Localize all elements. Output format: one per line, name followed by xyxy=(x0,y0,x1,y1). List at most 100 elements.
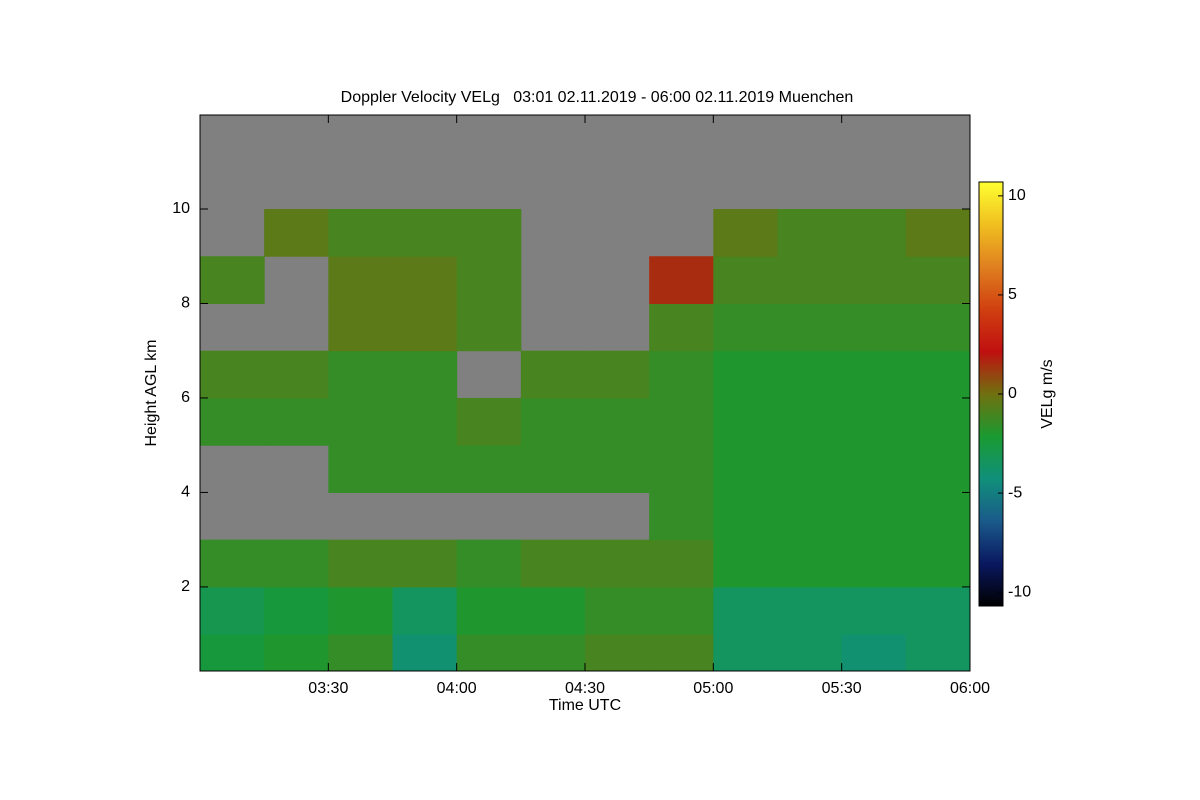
colorbar-tick-label: 10 xyxy=(1008,187,1026,204)
heatmap-cell xyxy=(777,445,843,493)
heatmap-cell xyxy=(456,256,522,304)
x-tick-label: 04:00 xyxy=(437,680,477,697)
heatmap-cell xyxy=(392,350,458,399)
heatmap-cell xyxy=(520,445,586,493)
heatmap-cell xyxy=(328,539,393,588)
y-tick-label: 6 xyxy=(181,389,190,406)
heatmap-cell xyxy=(585,445,650,493)
x-tick-label: 05:00 xyxy=(693,680,733,697)
heatmap-cell xyxy=(777,492,843,541)
heatmap-cell xyxy=(456,586,522,635)
heatmap-cell xyxy=(841,445,907,493)
heatmap-cell xyxy=(777,303,843,352)
heatmap-cell xyxy=(841,303,907,352)
heatmap-cell xyxy=(328,209,393,257)
heatmap-cell xyxy=(649,397,714,446)
x-tick-label: 04:30 xyxy=(565,680,605,697)
heatmap-cell xyxy=(585,634,650,672)
y-tick-label: 2 xyxy=(181,578,190,595)
heatmap-cell xyxy=(649,445,714,493)
colorbar-tick-label: -5 xyxy=(1008,484,1022,501)
heatmap-cell xyxy=(777,539,843,588)
heatmap-cell xyxy=(841,634,907,672)
heatmap-cell xyxy=(905,586,971,635)
heatmap-cell xyxy=(264,539,329,588)
heatmap-cell xyxy=(713,539,778,588)
heatmap-cell xyxy=(777,350,843,399)
heatmap-cell xyxy=(200,586,265,635)
heatmap-cell xyxy=(905,209,971,257)
colorbar-tick-label: -10 xyxy=(1008,583,1031,600)
x-tick-label: 06:00 xyxy=(950,680,990,697)
heatmap-cell xyxy=(520,397,586,446)
x-tick-label: 05:30 xyxy=(822,680,862,697)
heatmap-cell xyxy=(200,539,265,588)
heatmap-cell xyxy=(649,539,714,588)
heatmap-cell xyxy=(264,397,329,446)
x-tick-label: 03:30 xyxy=(308,680,348,697)
heatmap-cell xyxy=(520,350,586,399)
heatmap-cell xyxy=(392,397,458,446)
heatmap-cell xyxy=(520,586,586,635)
heatmap-cell xyxy=(264,350,329,399)
heatmap-cell xyxy=(328,350,393,399)
heatmap-cell xyxy=(456,397,522,446)
heatmap-cell xyxy=(649,492,714,541)
heatmap-cell xyxy=(392,209,458,257)
heatmap-cell xyxy=(200,256,265,304)
heatmap-cell xyxy=(905,539,971,588)
heatmap-cell xyxy=(713,586,778,635)
heatmap-cell xyxy=(456,303,522,352)
heatmap-cell xyxy=(200,634,265,672)
heatmap-cell xyxy=(713,256,778,304)
heatmap-cell xyxy=(520,634,586,672)
heatmap-cell xyxy=(713,209,778,257)
heatmap-cell xyxy=(841,350,907,399)
colorbar-tick-label: 5 xyxy=(1008,286,1017,303)
heatmap-cell xyxy=(649,586,714,635)
heatmap-cell xyxy=(328,586,393,635)
heatmap-cell xyxy=(841,209,907,257)
heatmap-cell xyxy=(456,445,522,493)
heatmap-cell xyxy=(392,445,458,493)
heatmap-cell xyxy=(264,209,329,257)
heatmap-cell xyxy=(649,350,714,399)
heatmap-cell xyxy=(841,586,907,635)
heatmap-cell xyxy=(520,539,586,588)
heatmap-cell xyxy=(777,586,843,635)
heatmap-cell xyxy=(585,397,650,446)
heatmap-cell xyxy=(905,634,971,672)
heatmap-cell xyxy=(649,634,714,672)
heatmap-cell xyxy=(328,634,393,672)
heatmap-cell xyxy=(841,539,907,588)
colorbar-label: VELg m/s xyxy=(1039,359,1056,428)
heatmap-cell xyxy=(905,397,971,446)
heatmap-cell xyxy=(905,256,971,304)
heatmap-cell xyxy=(905,492,971,541)
y-tick-label: 10 xyxy=(172,200,190,217)
x-axis-label: Time UTC xyxy=(549,697,621,714)
heatmap-cell xyxy=(585,586,650,635)
heatmap-cell xyxy=(777,634,843,672)
heatmap-cell xyxy=(713,397,778,446)
heatmap-cell xyxy=(456,209,522,257)
heatmap-cell xyxy=(392,634,458,672)
heatmap-cell xyxy=(392,586,458,635)
heatmap-cell xyxy=(841,256,907,304)
heatmap-cell xyxy=(713,350,778,399)
heatmap-cell xyxy=(200,350,265,399)
heatmap-cell xyxy=(456,634,522,672)
heatmap-cell xyxy=(585,539,650,588)
heatmap-cell xyxy=(905,445,971,493)
heatmap-cell xyxy=(328,256,393,304)
y-axis-label: Height AGL km xyxy=(143,339,160,446)
heatmap-cell xyxy=(841,492,907,541)
y-tick-label: 8 xyxy=(181,295,190,312)
heatmap-cell xyxy=(456,539,522,588)
heatmap-cell xyxy=(392,256,458,304)
heatmap-cell xyxy=(649,303,714,352)
heatmap-cell xyxy=(328,397,393,446)
heatmap-cell xyxy=(905,303,971,352)
chart-title: Doppler Velocity VELg 03:01 02.11.2019 -… xyxy=(341,89,854,106)
